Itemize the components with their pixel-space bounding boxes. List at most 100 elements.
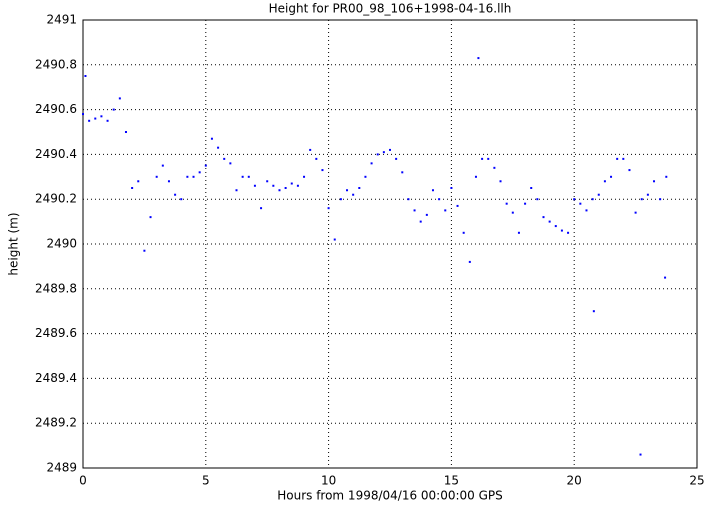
data-point	[180, 198, 183, 201]
data-point	[198, 171, 201, 174]
data-point	[665, 175, 668, 178]
data-point	[327, 207, 330, 210]
data-point	[413, 209, 416, 212]
data-point	[272, 184, 275, 187]
data-point	[610, 175, 613, 178]
data-point	[431, 189, 434, 192]
data-point	[217, 146, 220, 149]
data-point	[223, 157, 226, 160]
data-point	[137, 180, 140, 183]
data-point	[284, 187, 287, 189]
data-point	[401, 171, 404, 174]
data-point	[84, 75, 87, 77]
data-point	[303, 175, 306, 178]
data-point	[100, 115, 103, 118]
data-point	[579, 202, 582, 205]
data-point	[499, 180, 502, 183]
data-point	[592, 310, 595, 313]
data-point	[456, 204, 459, 207]
data-point	[235, 189, 238, 192]
data-point	[567, 231, 570, 234]
data-point	[407, 198, 410, 201]
data-point	[309, 148, 312, 151]
data-point	[640, 198, 643, 201]
y-tick-label: 2489.4	[35, 371, 77, 385]
data-point	[481, 157, 484, 160]
data-point	[229, 162, 232, 165]
data-point	[536, 198, 539, 201]
data-point	[112, 108, 115, 111]
data-point	[542, 216, 545, 219]
data-point	[603, 180, 606, 183]
data-point	[82, 113, 84, 116]
data-point	[395, 157, 398, 160]
data-point	[639, 453, 642, 456]
data-point	[376, 153, 379, 156]
data-point	[346, 189, 349, 192]
y-tick-label: 2491	[46, 13, 77, 27]
y-tick-label: 2490	[46, 237, 77, 251]
data-point	[597, 193, 600, 196]
data-point	[106, 119, 109, 122]
y-tick-label: 2489.8	[35, 281, 77, 295]
data-point	[477, 57, 480, 60]
x-tick-label: 10	[321, 474, 336, 488]
data-point	[622, 157, 625, 160]
data-point	[192, 175, 195, 178]
data-point	[358, 187, 361, 189]
data-point	[659, 198, 662, 201]
data-point	[591, 198, 594, 201]
data-point	[628, 169, 631, 172]
data-point	[444, 209, 447, 212]
data-point	[517, 231, 520, 234]
data-point	[339, 198, 342, 201]
data-point	[646, 193, 649, 196]
data-point	[315, 157, 318, 160]
data-point	[653, 180, 656, 183]
x-tick-label: 5	[202, 474, 210, 488]
y-tick-label: 2490.4	[35, 147, 77, 161]
data-point	[450, 187, 453, 189]
data-point	[131, 187, 134, 189]
data-point	[505, 202, 508, 205]
y-axis-label: height (m)	[7, 212, 21, 275]
data-point	[186, 175, 189, 178]
data-point	[161, 164, 164, 167]
data-point	[511, 211, 514, 214]
x-tick-label: 20	[567, 474, 582, 488]
data-point	[210, 137, 213, 140]
data-point	[167, 180, 170, 183]
data-point	[425, 213, 428, 216]
y-tick-label: 2490.8	[35, 57, 77, 71]
data-point	[530, 187, 533, 189]
x-tick-label: 25	[689, 474, 704, 488]
data-point	[554, 225, 557, 228]
x-axis-label: Hours from 1998/04/16 00:00:00 GPS	[277, 489, 503, 503]
data-point	[260, 207, 263, 210]
data-point	[438, 198, 441, 201]
data-point	[155, 175, 158, 178]
data-point	[664, 276, 667, 279]
data-point	[333, 238, 336, 241]
data-point	[149, 216, 152, 219]
data-point	[266, 180, 269, 183]
chart-title: Height for PR00_98_106+1998-04-16.llh	[269, 2, 512, 16]
data-point	[493, 166, 496, 169]
data-point	[634, 211, 637, 214]
data-point	[462, 231, 465, 234]
data-point	[573, 198, 576, 201]
y-tick-label: 2490.6	[35, 102, 77, 116]
data-point	[585, 209, 588, 212]
y-tick-label: 2490.2	[35, 192, 77, 206]
data-point	[389, 148, 391, 151]
y-tick-label: 2489.2	[35, 416, 77, 430]
x-tick-label: 15	[444, 474, 459, 488]
data-point	[419, 220, 422, 223]
data-point	[548, 220, 551, 223]
data-point	[296, 184, 299, 187]
data-point	[616, 157, 619, 160]
data-point	[468, 260, 471, 263]
data-point	[321, 169, 324, 172]
